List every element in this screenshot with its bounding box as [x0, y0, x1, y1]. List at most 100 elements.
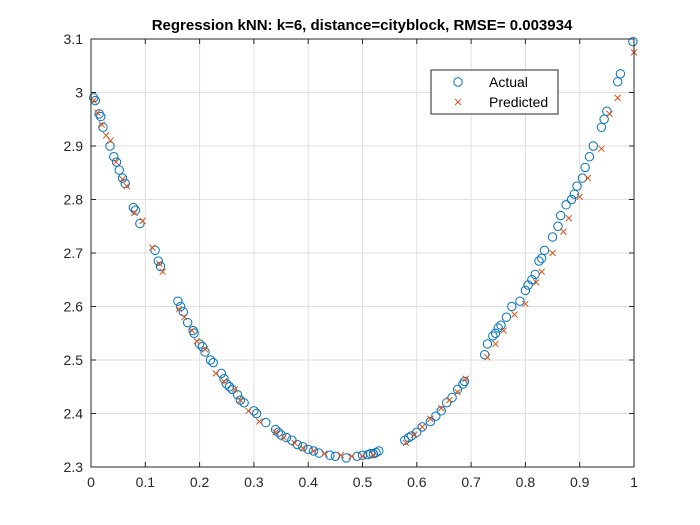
actual-point	[479, 349, 490, 360]
y-tick-label: 2.7	[64, 245, 84, 261]
actual-point	[308, 446, 319, 456]
legend-actual-label: Actual	[489, 74, 528, 90]
actual-point	[281, 432, 292, 443]
legend-predicted-label: Predicted	[489, 94, 548, 110]
predicted-point	[359, 452, 366, 460]
x-tick-label: 0.5	[353, 474, 373, 490]
predicted-point	[437, 404, 445, 412]
actual-point	[273, 427, 284, 437]
actual-point	[493, 323, 503, 333]
actual-point	[520, 285, 531, 296]
predicted-point	[123, 182, 131, 190]
predicted-point	[532, 279, 540, 286]
predicted-point	[492, 340, 499, 348]
actual-point	[572, 181, 582, 191]
actual-point	[412, 427, 422, 437]
x-tick-label: 0.4	[298, 474, 318, 490]
actual-point	[208, 357, 218, 368]
actual-point	[441, 398, 452, 408]
actual-point	[182, 317, 193, 328]
actual-point	[458, 379, 468, 389]
predicted-point	[370, 451, 377, 459]
x-tick-label: 0.2	[190, 474, 210, 490]
y-tick-label: 2.9	[64, 138, 84, 154]
predicted-point	[576, 193, 584, 201]
actual-point	[417, 422, 427, 432]
actual-point	[628, 36, 638, 47]
y-tick-label: 2.5	[64, 352, 84, 368]
predicted-point	[94, 109, 101, 117]
actual-point	[447, 392, 457, 403]
legend-predicted-marker	[454, 98, 462, 106]
actual-point	[222, 379, 232, 389]
actual-point	[553, 221, 563, 231]
actual-point	[374, 446, 384, 456]
actual-point	[352, 451, 362, 461]
predicted-point	[272, 428, 279, 436]
actual-point	[555, 210, 566, 221]
x-tick-label: 0.9	[570, 474, 590, 490]
predicted-point	[402, 439, 410, 447]
predicted-point	[446, 396, 453, 404]
actual-point	[577, 173, 588, 183]
actual-point	[197, 341, 208, 352]
actual-point	[584, 152, 595, 162]
y-tick-label: 2.4	[64, 406, 84, 422]
predicted-point	[159, 268, 167, 276]
actual-point	[114, 165, 124, 175]
predicted-point	[149, 244, 156, 252]
predicted-point	[231, 386, 239, 393]
y-tick-label: 3.1	[64, 31, 84, 47]
predicted-point	[484, 353, 491, 361]
predicted-point	[454, 388, 461, 396]
actual-point	[109, 152, 119, 162]
legend: Actual Predicted	[430, 69, 559, 115]
actual-point	[403, 432, 414, 443]
actual-point	[219, 374, 229, 384]
predicted-point	[291, 439, 298, 447]
actual-point	[194, 339, 205, 349]
predicted-point	[131, 209, 138, 217]
x-tick-label: 1	[630, 474, 638, 490]
predicted-point	[606, 110, 613, 118]
predicted-point	[410, 431, 418, 439]
predicted-point	[348, 452, 355, 460]
predicted-point	[538, 268, 546, 276]
actual-point	[205, 355, 216, 365]
actual-point	[270, 424, 281, 435]
predicted-point	[220, 378, 228, 385]
predicted-point	[236, 396, 244, 404]
actual-point	[216, 368, 227, 379]
actual-point	[580, 162, 590, 173]
x-tick-label: 0.3	[244, 474, 264, 490]
predicted-point	[337, 451, 345, 459]
predicted-point	[614, 94, 622, 102]
predicted-point	[102, 131, 110, 139]
predicted-point	[193, 337, 201, 345]
predicted-point	[255, 418, 263, 425]
actual-point	[251, 408, 262, 419]
actual-point	[276, 430, 286, 440]
actual-point	[94, 109, 104, 119]
actual-point	[452, 384, 463, 395]
predicted-point	[245, 407, 252, 415]
actual-point	[602, 106, 612, 116]
actual-point	[371, 447, 381, 458]
actual-point	[501, 312, 512, 322]
actual-point	[482, 339, 493, 349]
actual-point	[425, 416, 436, 427]
actual-point	[561, 200, 571, 210]
predicted-point	[212, 370, 220, 377]
predicted-point	[107, 137, 114, 145]
legend-box	[430, 69, 559, 115]
predicted-point	[175, 305, 183, 313]
predicted-point	[201, 345, 209, 353]
legend-actual-marker	[453, 77, 463, 87]
predicted-point	[181, 313, 188, 321]
predicted-point	[511, 311, 518, 318]
actual-point	[173, 296, 183, 306]
predicted-point	[418, 423, 426, 431]
predicted-point	[549, 249, 556, 257]
predicted-point	[280, 434, 288, 441]
actual-point	[527, 275, 537, 285]
